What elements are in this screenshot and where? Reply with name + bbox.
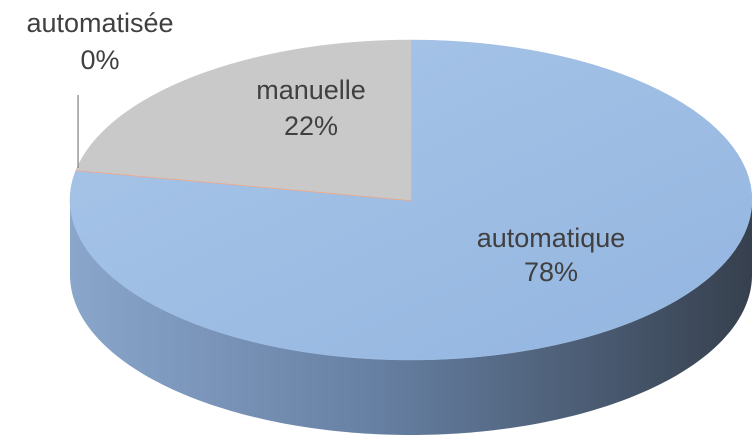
pie-slice-side <box>70 200 752 435</box>
slice-label: automatique <box>477 223 626 253</box>
slice-label: automatisée <box>26 8 173 38</box>
slice-label: manuelle <box>256 75 366 105</box>
slice-value-label: 78% <box>524 257 578 287</box>
slice-value-label: 22% <box>284 111 338 141</box>
pie-slice <box>75 39 412 201</box>
slice-value-label: 0% <box>80 45 119 75</box>
